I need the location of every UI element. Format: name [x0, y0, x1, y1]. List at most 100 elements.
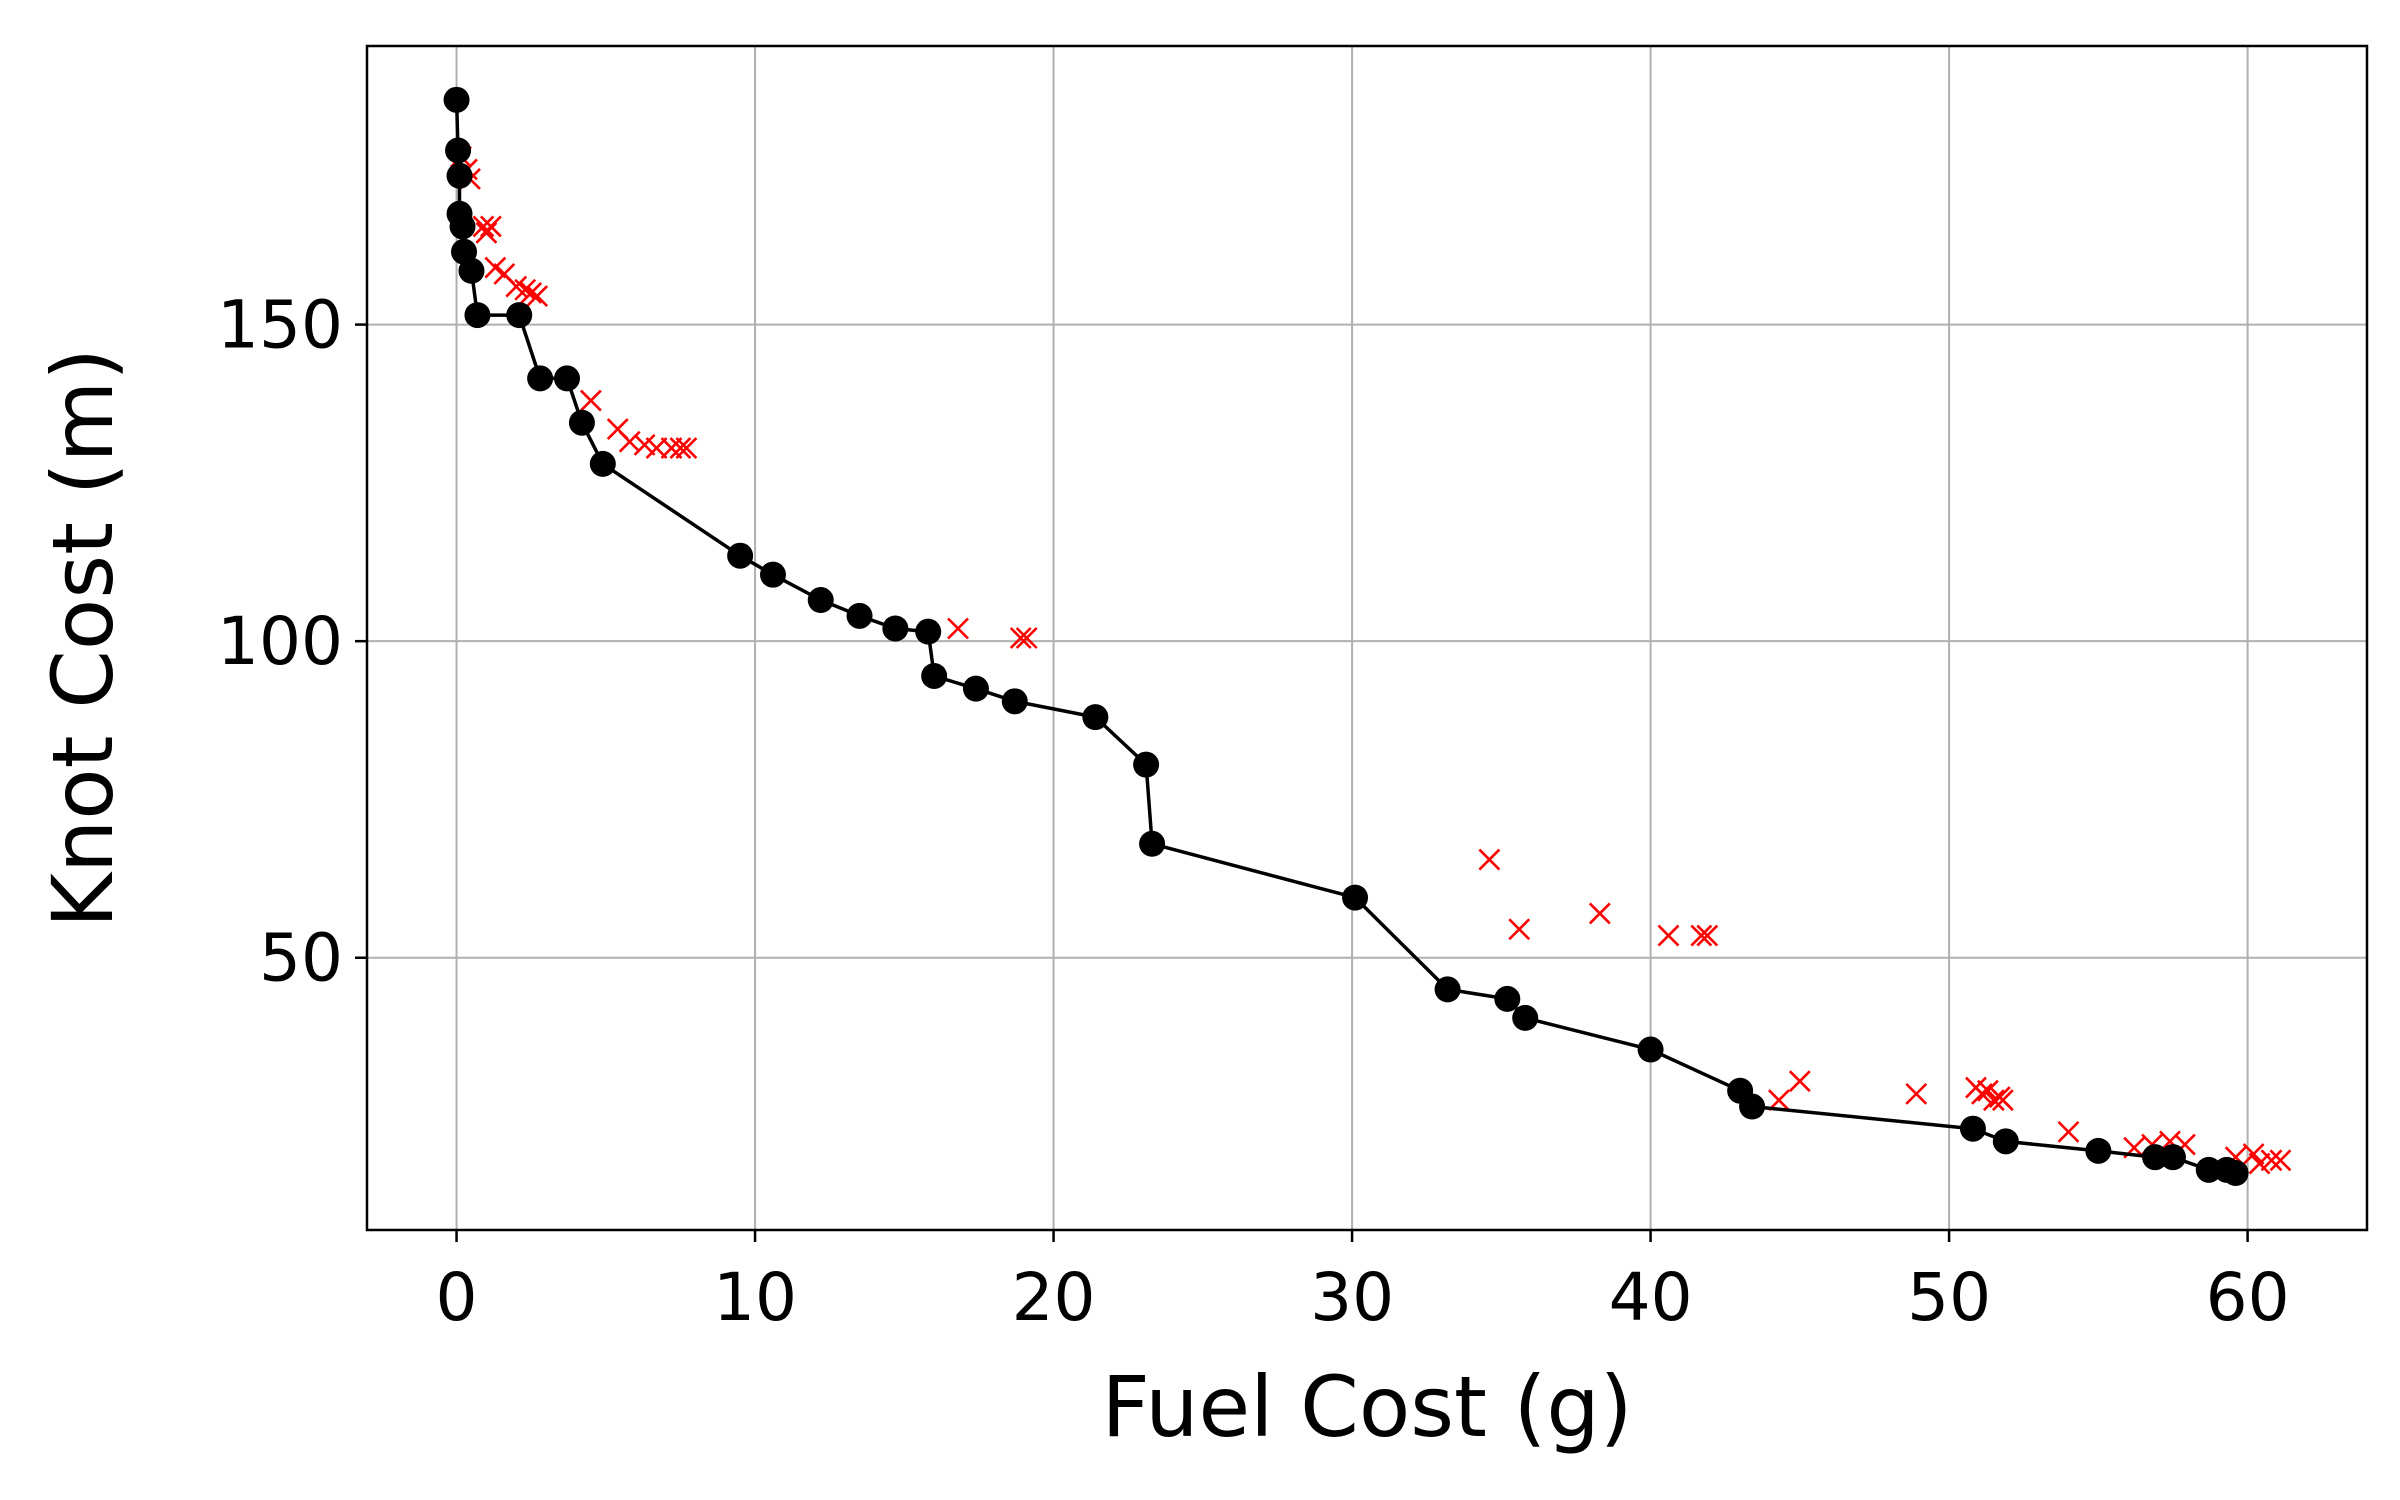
series-point	[554, 365, 580, 392]
series-point	[527, 365, 554, 392]
x-marker-stroke	[1971, 1082, 1993, 1105]
series-point	[759, 561, 786, 588]
series-point	[1637, 1036, 1664, 1063]
x-tick-label: 20	[1012, 1259, 1096, 1336]
series-point	[962, 675, 989, 702]
x-marker-stroke	[475, 221, 498, 244]
scatter-x-marker	[2260, 1149, 2283, 1172]
scatter-x-marker	[484, 256, 507, 279]
x-marker-stroke	[493, 263, 516, 285]
series-point	[458, 257, 485, 284]
x-marker-stroke	[2057, 1120, 2080, 1143]
x-marker-stroke	[1696, 924, 1719, 947]
scatter-x-marker	[1788, 1070, 1811, 1093]
series-point	[915, 618, 942, 645]
x-tick-label: 0	[436, 1259, 478, 1336]
plot-frame	[365, 44, 2369, 1232]
x-marker-stroke	[675, 437, 698, 459]
series-point	[727, 542, 754, 569]
x-marker-stroke	[1657, 924, 1680, 947]
x-marker-stroke	[484, 256, 507, 279]
scatter-x-marker	[1478, 848, 1501, 871]
x-marker-stroke	[472, 215, 495, 238]
x-marker-stroke	[606, 418, 629, 440]
scatter-x-marker	[2242, 1143, 2265, 1165]
x-tick-label: 60	[2206, 1259, 2290, 1336]
scatter-x-marker	[475, 221, 498, 244]
series-point	[846, 602, 873, 629]
scatter-x-marker	[1657, 924, 1680, 947]
scatter-x-marker	[1009, 627, 1032, 649]
series-point	[1139, 830, 1166, 857]
scatter-x-marker	[526, 285, 549, 308]
series-point	[464, 302, 491, 329]
series-point	[506, 302, 533, 329]
scatter-x-marker	[514, 278, 537, 301]
series-point	[807, 587, 834, 614]
x-marker-stroke	[1690, 924, 1713, 947]
scatter-x-marker	[1976, 1079, 1999, 1102]
series-point	[1133, 751, 1160, 778]
y-tick-label: 150	[217, 287, 343, 364]
axis-ticks: 0 10 20 30 40 50 60 50 100 150	[217, 287, 2290, 1336]
scatter-x-marker	[520, 282, 543, 304]
series-point	[1342, 884, 1369, 911]
x-marker-stroke	[1478, 848, 1501, 871]
x-marker-stroke	[1588, 902, 1611, 925]
x-marker-stroke	[1015, 627, 1038, 649]
scatter-x-marker	[675, 437, 698, 459]
x-marker-stroke	[669, 437, 692, 459]
series-point	[2222, 1160, 2249, 1187]
x-tick-label: 10	[713, 1259, 797, 1336]
series-point	[445, 137, 472, 164]
x-axis-title: Fuel Cost (g)	[1102, 1358, 1633, 1456]
x-tick-label: 40	[1609, 1259, 1693, 1336]
series-point	[568, 409, 595, 436]
x-marker-stroke	[2242, 1143, 2265, 1165]
series-point	[1001, 688, 1028, 715]
scatter-x-marker	[1971, 1082, 1993, 1105]
grid-lines	[367, 46, 2367, 1230]
scatter-x-marker	[669, 437, 692, 459]
scatter-x-marker	[1991, 1089, 2014, 1112]
scatter-x-marker	[1588, 902, 1611, 925]
scatter-x-marker	[618, 430, 641, 453]
x-marker-stroke	[514, 278, 537, 301]
x-marker-stroke	[1905, 1082, 1928, 1105]
series-point	[1512, 1004, 1539, 1031]
scatter-x-marker	[2269, 1149, 2292, 1172]
x-marker-stroke	[1009, 627, 1032, 649]
x-tick-label: 30	[1310, 1259, 1394, 1336]
series-point	[1739, 1093, 1766, 1120]
series-point	[2142, 1144, 2169, 1171]
x-marker-stroke	[479, 215, 502, 238]
series-point	[1959, 1115, 1986, 1142]
scatter-x-marker	[2057, 1120, 2080, 1143]
scatter-x-marker	[1508, 918, 1531, 941]
series-point	[1494, 985, 1521, 1012]
scatter-x-marker	[1690, 924, 1713, 947]
y-axis-title: Knot Cost (m)	[34, 348, 132, 928]
scatter-x-marker	[1982, 1089, 2005, 1112]
series-point	[446, 162, 473, 189]
series-line	[454, 99, 2237, 1175]
x-marker-stroke	[2260, 1149, 2283, 1172]
series-point	[882, 615, 909, 642]
x-marker-stroke	[1508, 918, 1531, 941]
series-point	[921, 662, 948, 689]
scatter-x-marker	[1015, 627, 1038, 649]
series-point	[1082, 704, 1109, 731]
x-marker-stroke	[947, 617, 969, 640]
y-tick-label: 100	[217, 603, 343, 680]
x-marker-stroke	[1991, 1089, 2014, 1112]
scatter-x-marker	[479, 215, 502, 238]
scatter-x-marker	[1905, 1082, 1928, 1105]
series-point	[2195, 1156, 2222, 1183]
series-point	[2159, 1144, 2186, 1171]
series-point	[589, 450, 616, 477]
x-marker-stroke	[1982, 1089, 2005, 1112]
x-marker-stroke	[520, 282, 543, 304]
scatter-x-marker	[472, 215, 495, 238]
x-marker-stroke	[1788, 1070, 1811, 1093]
series-point	[449, 213, 476, 240]
